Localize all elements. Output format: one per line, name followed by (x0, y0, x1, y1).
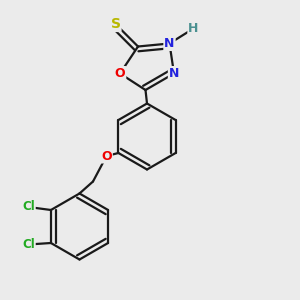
Text: N: N (164, 37, 175, 50)
Text: N: N (169, 67, 179, 80)
Text: Cl: Cl (22, 238, 35, 251)
Text: Cl: Cl (22, 200, 35, 214)
Text: O: O (115, 67, 125, 80)
Text: O: O (101, 149, 112, 163)
Text: H: H (188, 22, 199, 35)
Text: S: S (110, 17, 121, 31)
